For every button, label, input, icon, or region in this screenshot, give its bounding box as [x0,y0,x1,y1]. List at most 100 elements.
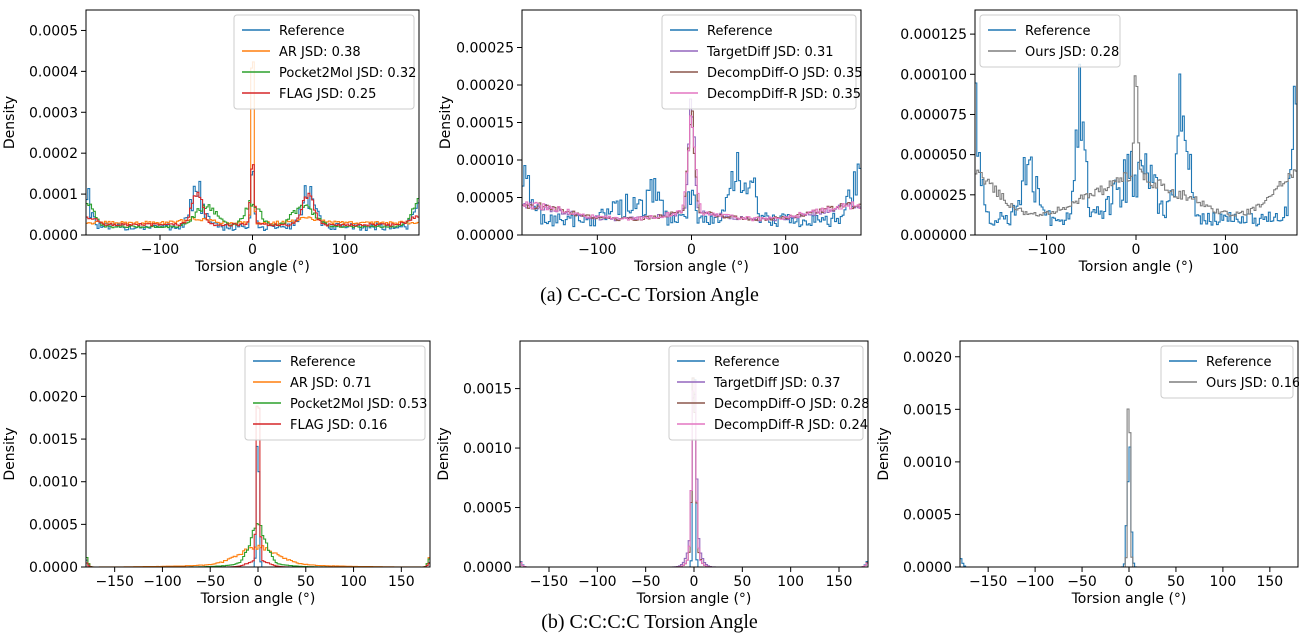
x-tick-label: 100 [1212,242,1239,258]
series-line-reference [522,151,861,228]
y-tick-label: 0.000100 [900,67,967,83]
y-tick-label: 0.0005 [29,23,78,39]
y-tick-label: 0.0015 [29,432,78,448]
legend-entry: Ours JSD: 0.28 [1025,45,1119,60]
y-tick-label: 0.0002 [29,146,78,162]
x-tick-label: 0 [690,574,699,590]
x-axis-label: Torsion angle (°) [633,259,749,275]
x-tick-label: −50 [195,574,225,590]
x-tick-label: −100 [1016,574,1054,590]
series-line-decompdiff-r [522,115,861,222]
series-line-ours [960,408,1298,567]
legend-entry: AR JSD: 0.71 [290,376,372,391]
x-tick-label: 100 [772,242,799,258]
legend: Reference TargetDiff JSD: 0.31 DecompDiff-… [661,14,863,110]
plot-area [960,408,1298,567]
series-line-flag [86,164,419,227]
x-tick-label: 100 [332,242,359,258]
y-axis-label: Density [876,427,892,480]
x-tick-label: 0 [1132,242,1141,258]
y-tick-label: 0.0015 [463,382,512,398]
y-tick-label: 0.0000 [29,228,78,244]
y-tick-label: 0.00000 [456,228,514,244]
y-tick-label: 0.0010 [463,441,512,457]
x-tick-label: −150 [530,574,568,590]
x-tick-label: 50 [297,574,315,590]
y-tick-label: 0.0010 [29,475,78,491]
legend: Reference TargetDiff JSD: 0.37 DecompDiff-… [668,345,870,441]
legend-entry: Reference [714,355,779,370]
legend-entry: FLAG JSD: 0.16 [290,418,387,433]
series-line-reference [975,63,1297,227]
y-tick-label: 0.000075 [900,107,967,123]
legend-entry: Reference [1025,24,1090,39]
plot-area [522,98,861,228]
x-tick-label: 100 [777,574,804,590]
y-tick-label: 0.0020 [903,350,952,366]
y-axis-label: Density [2,427,18,480]
y-tick-label: 0.00020 [456,78,514,94]
y-axis-label: Density [438,96,454,149]
chart-panel: −150 −100 −50 0 50 100 150 0.0000 0.0005 0.0010 0.… [876,340,1299,607]
x-tick-label: 100 [340,574,367,590]
series-line-ar [86,544,430,567]
series-line-reference [960,446,1298,567]
y-tick-label: 0.00005 [456,191,514,207]
legend-box [244,345,426,441]
y-axis-label: Density [2,96,18,149]
x-tick-label: 0 [254,574,263,590]
y-tick-label: 0.0000 [463,560,512,576]
x-tick-label: 150 [826,574,853,590]
x-tick-label: −100 [578,242,616,258]
legend: Reference AR JSD: 0.38 Pocket2Mol JSD: 0.3… [233,14,416,110]
legend-entry: Pocket2Mol JSD: 0.53 [290,397,427,412]
x-tick-label: 150 [1256,574,1283,590]
legend-box [661,14,857,110]
x-tick-label: 150 [388,574,415,590]
legend-entry: Ours JSD: 0.16 [1206,376,1299,391]
y-tick-label: 0.0001 [29,187,78,203]
legend: Reference AR JSD: 0.71 Pocket2Mol JSD: 0.5… [244,345,427,441]
x-tick-label: −100 [578,574,616,590]
series-line-reference [86,445,430,567]
x-tick-label: −100 [141,242,179,258]
x-tick-label: 50 [1167,574,1185,590]
x-axis-label: Torsion angle (°) [200,591,316,607]
legend-entry: Reference [1206,355,1271,370]
x-tick-label: −150 [95,574,133,590]
y-tick-label: 0.0004 [29,64,78,80]
y-tick-label: 0.0003 [29,105,78,121]
y-tick-label: 0.000025 [900,188,967,204]
series-line-pocket2mol [86,198,419,229]
y-tick-label: 0.0005 [29,517,78,533]
y-tick-label: 0.0025 [29,347,78,363]
legend-box [668,345,864,441]
y-tick-label: 0.00025 [456,41,514,57]
x-tick-label: 0 [248,242,257,258]
plot-area [975,63,1297,227]
x-tick-label: −50 [1067,574,1097,590]
legend-entry: DecompDiff-O JSD: 0.35 [707,66,863,81]
y-tick-label: 0.0020 [29,389,78,405]
y-tick-label: 0.00015 [456,116,514,132]
chart-panel: −100 0 100 0.000000 0.000025 0.000050 0.000075… [900,9,1298,275]
x-tick-label: 0 [687,242,696,258]
x-tick-label: −50 [631,574,661,590]
x-tick-label: 50 [733,574,751,590]
x-tick-label: −150 [969,574,1007,590]
legend-entry: DecompDiff-R JSD: 0.24 [714,418,868,433]
y-tick-label: 0.0005 [463,501,512,517]
y-tick-label: 0.000050 [900,148,967,164]
legend-entry: TargetDiff JSD: 0.37 [713,376,840,391]
chart-panel: −100 0 100 0.00000 0.00005 0.00010 0.00015 0.00… [438,9,863,275]
legend-entry: DecompDiff-O JSD: 0.28 [714,397,870,412]
legend-box [233,14,415,110]
chart-panel: −100 0 100 0.0000 0.0001 0.0002 0.0003 0.0004 0.… [2,9,420,275]
legend-entry: DecompDiff-R JSD: 0.35 [707,87,861,102]
legend: Reference Ours JSD: 0.28 [979,14,1121,68]
legend-entry: FLAG JSD: 0.25 [279,87,376,102]
x-tick-label: 100 [1210,574,1237,590]
x-axis-label: Torsion angle (°) [636,591,752,607]
y-tick-label: 0.000125 [900,27,967,43]
